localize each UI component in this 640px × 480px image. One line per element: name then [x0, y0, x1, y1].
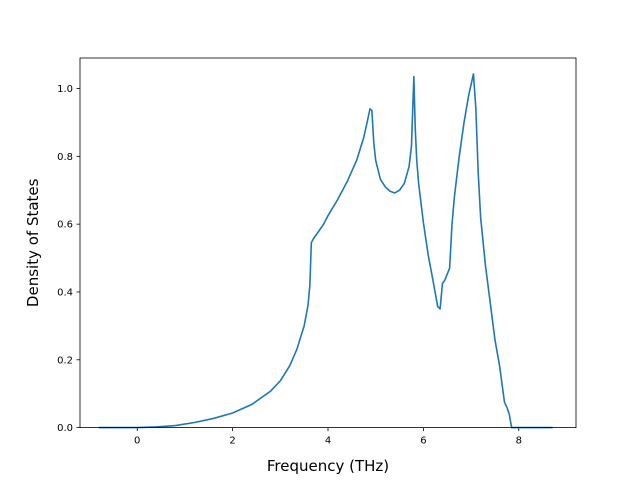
y-axis-label: Density of States: [24, 178, 42, 307]
x-tick-label: 6: [420, 436, 426, 447]
x-tick-label: 0: [134, 436, 140, 447]
y-tick-label: 0.2: [57, 355, 73, 366]
x-axis-label: Frequency (THz): [267, 457, 389, 475]
y-tick-label: 0.0: [57, 423, 73, 434]
y-tick-label: 0.8: [57, 152, 73, 163]
plot-area: [80, 58, 576, 428]
y-tick-label: 0.4: [57, 287, 73, 298]
x-tick-label: 8: [516, 436, 522, 447]
y-tick-label: 1.0: [57, 84, 73, 95]
plot-frame: [79, 57, 577, 429]
x-tick-label: 2: [229, 436, 235, 447]
y-axis-ticks: 0.0 0.2 0.4 0.6 0.8 1.0: [57, 84, 80, 434]
dos-series-line: [98, 73, 553, 429]
y-tick-label: 0.6: [57, 220, 73, 231]
x-tick-label: 4: [325, 436, 331, 447]
